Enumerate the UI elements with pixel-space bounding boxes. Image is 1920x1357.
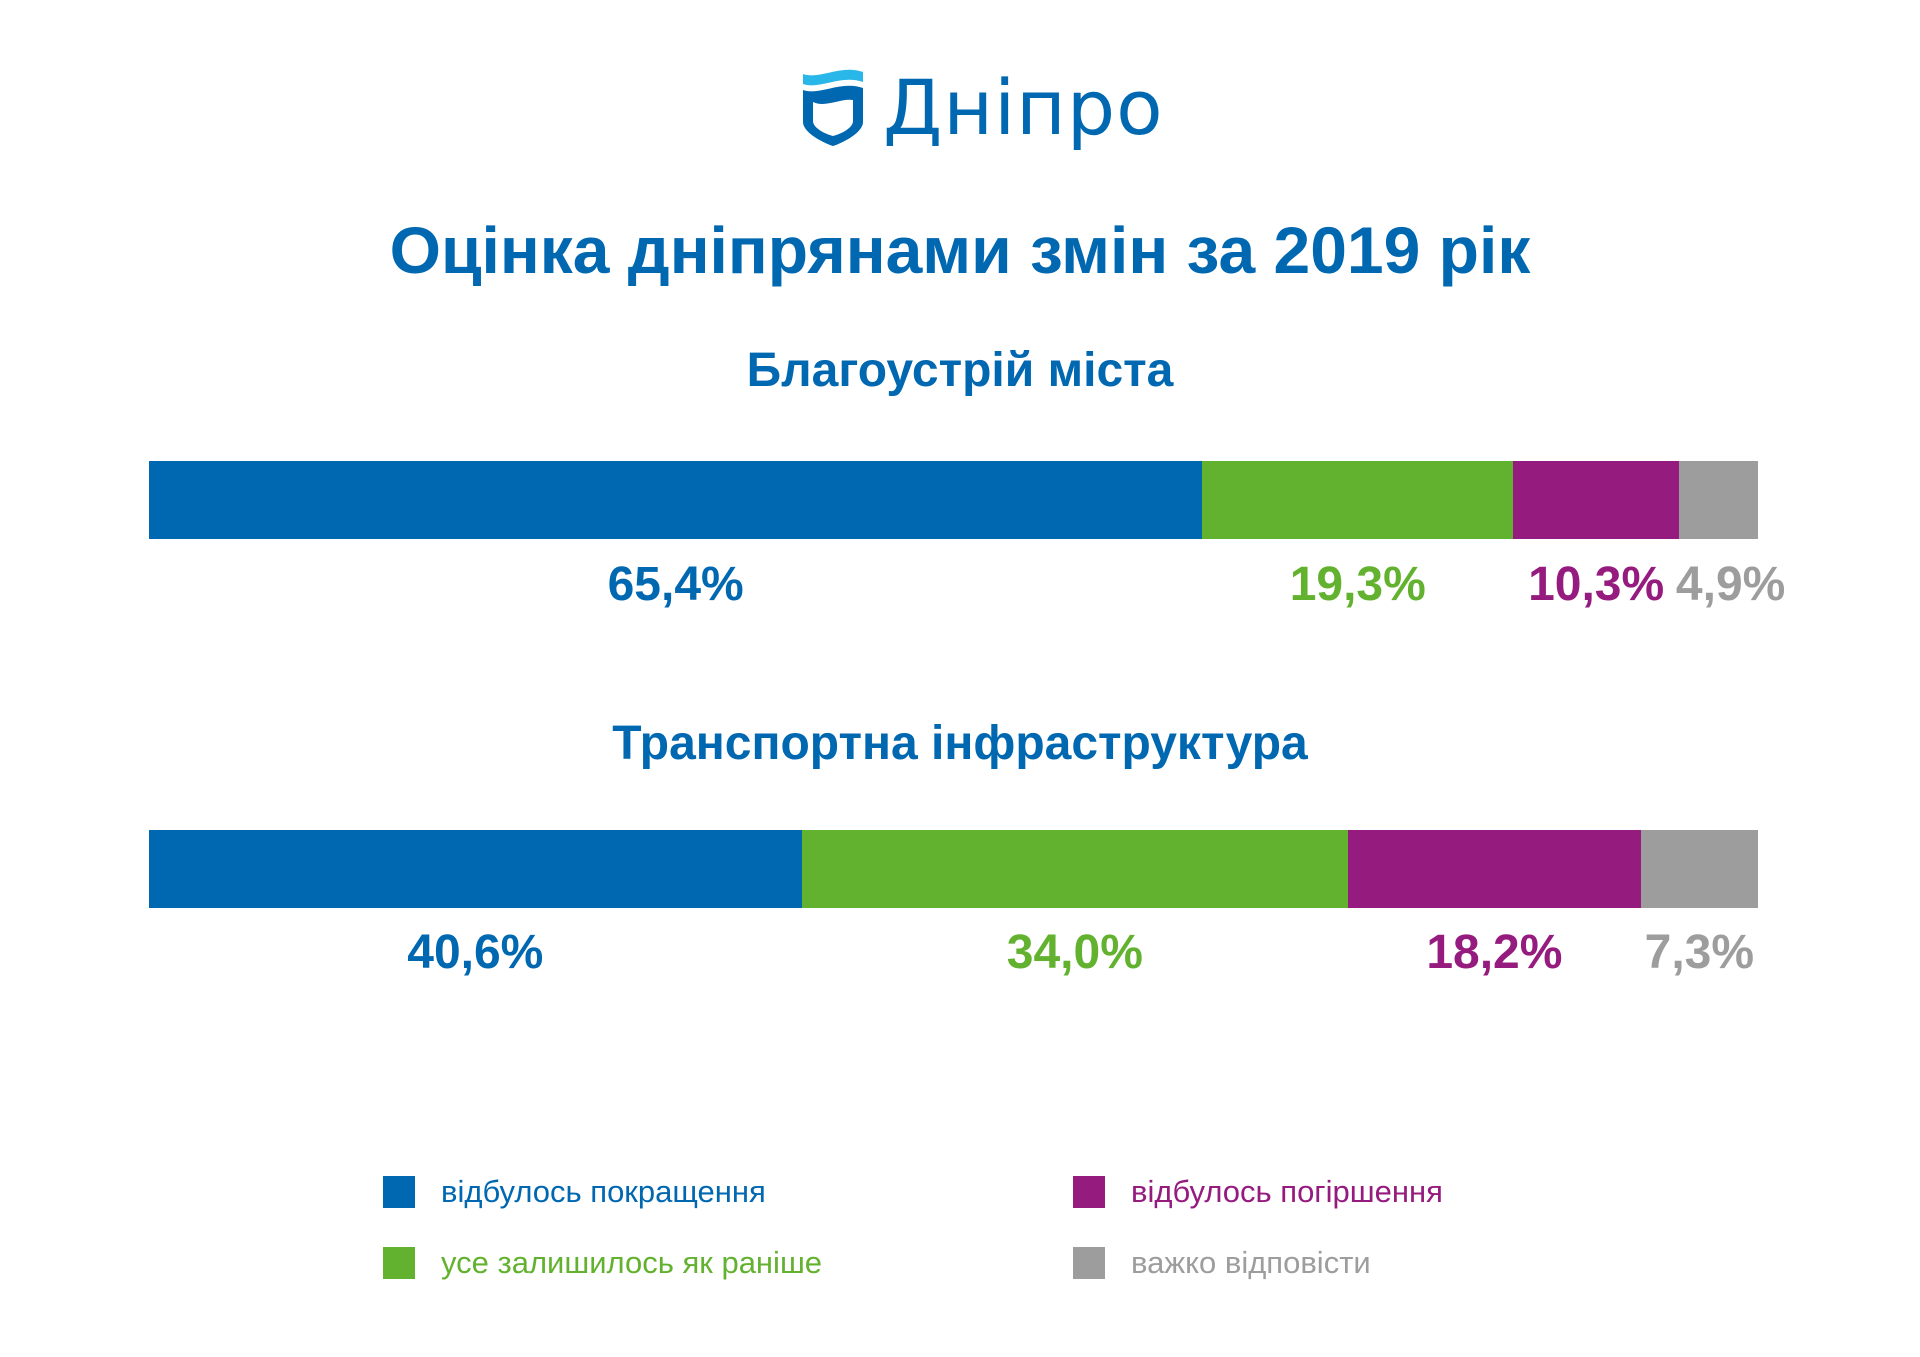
legend-swatch-grey [1073, 1247, 1105, 1279]
data-label: 40,6% [407, 926, 544, 979]
legend-item-improved: відбулось покращення [383, 1174, 766, 1210]
bar-segment [1513, 461, 1680, 539]
legend-label: відбулось погіршення [1131, 1174, 1443, 1209]
legend-label: важко відповісти [1131, 1245, 1371, 1280]
legend-swatch-blue [383, 1176, 415, 1208]
data-label: 65,4% [607, 558, 744, 611]
legend-label: усе залишилось як раніше [441, 1245, 823, 1280]
legend-item-same: усе залишилось як раніше [383, 1245, 822, 1281]
chart-subtitle-1: Благоустрій міста [746, 344, 1174, 397]
bar-segment [1679, 461, 1758, 539]
shield-logo-icon [803, 69, 863, 146]
data-label: 10,3% [1528, 558, 1665, 611]
bar-segment [1348, 830, 1641, 908]
logo: Дніпро [801, 62, 1164, 152]
bar-segment [1202, 461, 1514, 539]
legend-item-worse: відбулось погіршення [1073, 1174, 1443, 1210]
data-label: 4,9% [1675, 558, 1786, 611]
data-label: 19,3% [1289, 558, 1426, 611]
legend-label: відбулось покращення [441, 1174, 766, 1209]
stacked-bar-1 [149, 461, 1758, 539]
data-label: 7,3% [1644, 926, 1755, 979]
chart-title: Оцінка дніпрянами змін за 2019 рік [389, 213, 1531, 287]
bar-segment [149, 830, 802, 908]
data-label: 18,2% [1426, 926, 1563, 979]
bar-segment [149, 461, 1203, 539]
legend-swatch-green [383, 1247, 415, 1279]
stacked-bar-2 [149, 830, 1758, 908]
logo-text: Дніпро [883, 62, 1164, 152]
legend-swatch-purple [1073, 1176, 1105, 1208]
data-label: 34,0% [1006, 926, 1143, 979]
chart-subtitle-2: Транспортна інфраструктура [612, 717, 1308, 770]
bar-segment [1640, 830, 1758, 908]
bar-segment [801, 830, 1349, 908]
legend-item-hard-to-answer: важко відповісти [1073, 1245, 1371, 1281]
